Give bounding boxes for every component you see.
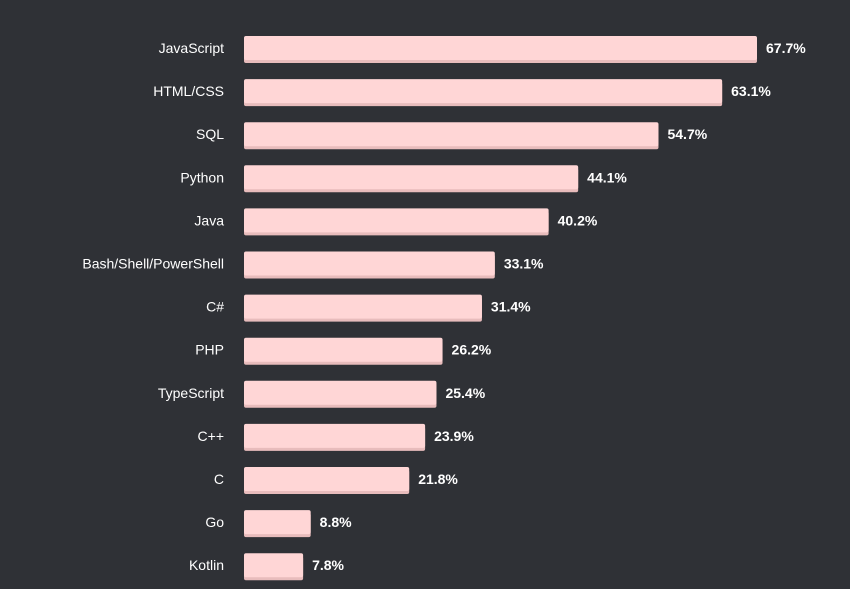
category-label: C# [206, 299, 224, 315]
bar [244, 122, 659, 147]
bar-row-8: TypeScript 25.4% [158, 380, 486, 408]
bar [244, 165, 579, 190]
bar-row-9: C++ 23.9% [198, 423, 474, 451]
bar [244, 337, 443, 362]
category-label: Go [205, 514, 224, 530]
value-label: 7.8% [312, 557, 344, 573]
bar-row-0: JavaScript 67.7% [159, 36, 806, 63]
value-label: 31.4% [491, 299, 531, 315]
bar [244, 553, 304, 578]
bar [244, 251, 495, 276]
value-label: 67.7% [766, 40, 806, 56]
category-label: Kotlin [189, 557, 224, 573]
value-label: 44.1% [587, 169, 627, 185]
bar-row-1: HTML/CSS 63.1% [153, 79, 771, 107]
category-label: JavaScript [159, 40, 224, 56]
value-label: 26.2% [452, 342, 492, 358]
category-label: Python [180, 169, 224, 185]
bar-row-12: Kotlin 7.8% [189, 553, 345, 581]
category-label: TypeScript [158, 385, 224, 401]
bar-row-4: Java 40.2% [194, 208, 598, 236]
category-label: Bash/Shell/PowerShell [82, 256, 224, 272]
bar-row-3: Python 44.1% [180, 165, 627, 193]
bar-row-7: PHP 26.2% [195, 337, 492, 365]
bar-row-6: C# 31.4% [206, 294, 531, 322]
value-label: 54.7% [667, 126, 707, 142]
value-label: 40.2% [558, 212, 598, 228]
category-label: HTML/CSS [153, 83, 224, 99]
bar [244, 294, 482, 319]
value-label: 33.1% [504, 256, 544, 272]
value-label: 63.1% [731, 83, 771, 99]
bar [244, 467, 410, 491]
value-label: 21.8% [418, 471, 458, 487]
bar [244, 79, 723, 104]
value-label: 25.4% [445, 385, 485, 401]
bar [244, 510, 311, 535]
value-label: 8.8% [320, 514, 352, 530]
bar [244, 423, 426, 448]
category-label: C [214, 471, 224, 487]
bar-row-10: C 21.8% [214, 467, 458, 494]
value-label: 23.9% [434, 428, 474, 444]
category-label: PHP [195, 342, 224, 358]
category-label: SQL [196, 126, 224, 142]
bar-row-5: Bash/Shell/PowerShell 33.1% [82, 251, 544, 279]
category-label: Java [194, 212, 224, 228]
bar [244, 36, 757, 60]
category-label: C++ [198, 428, 224, 444]
bar-row-11: Go 8.8% [205, 510, 352, 538]
bar [244, 380, 437, 405]
bar [244, 208, 549, 233]
bar-row-2: SQL 54.7% [196, 122, 708, 150]
